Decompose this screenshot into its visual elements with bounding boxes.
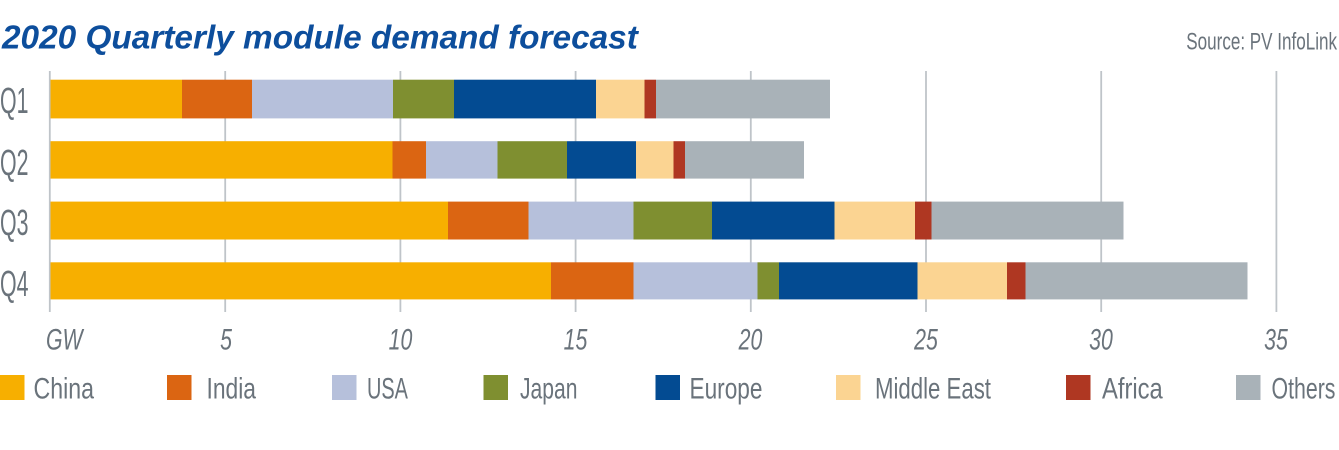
svg-text:35: 35 xyxy=(1264,322,1288,357)
svg-text:India: India xyxy=(207,372,257,405)
svg-text:2020 Quarterly module demand f: 2020 Quarterly module demand forecast xyxy=(1,19,640,56)
svg-text:10: 10 xyxy=(389,322,413,357)
svg-text:30: 30 xyxy=(1089,322,1113,357)
svg-text:Q3: Q3 xyxy=(0,203,28,243)
svg-text:5: 5 xyxy=(220,322,232,357)
svg-text:Middle East: Middle East xyxy=(875,372,992,406)
svg-text:Q4: Q4 xyxy=(0,264,28,304)
svg-text:20: 20 xyxy=(738,322,763,357)
svg-text:GW: GW xyxy=(46,322,85,357)
svg-text:15: 15 xyxy=(564,322,588,357)
svg-text:Source: PV InfoLink: Source: PV InfoLink xyxy=(1186,29,1337,56)
svg-text:Q1: Q1 xyxy=(0,81,28,121)
svg-text:Others: Others xyxy=(1272,373,1336,405)
svg-text:USA: USA xyxy=(367,373,408,406)
svg-text:Europe: Europe xyxy=(690,372,763,406)
svg-text:Japan: Japan xyxy=(520,373,577,405)
svg-text:China: China xyxy=(34,372,95,405)
svg-text:Q2: Q2 xyxy=(0,143,28,183)
svg-text:Africa: Africa xyxy=(1102,372,1163,405)
svg-text:25: 25 xyxy=(913,322,938,357)
